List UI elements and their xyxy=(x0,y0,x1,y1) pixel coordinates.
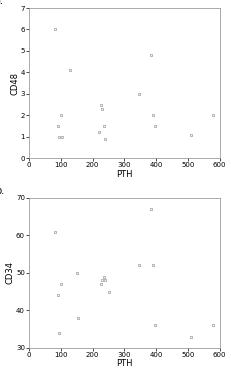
X-axis label: PTH: PTH xyxy=(116,359,132,368)
Point xyxy=(56,292,59,298)
Point xyxy=(98,281,102,287)
X-axis label: PTH: PTH xyxy=(116,170,132,179)
Point xyxy=(68,67,72,73)
Point xyxy=(136,263,140,269)
Point xyxy=(52,27,56,33)
Point xyxy=(52,229,56,234)
Point xyxy=(59,281,62,287)
Point xyxy=(152,322,156,328)
Point xyxy=(57,330,61,336)
Point xyxy=(59,112,62,118)
Point xyxy=(150,263,154,269)
Point xyxy=(75,270,78,276)
Point xyxy=(149,52,153,58)
Point xyxy=(149,206,153,212)
Point xyxy=(57,134,61,140)
Point xyxy=(152,123,156,129)
Point xyxy=(106,289,110,295)
Point xyxy=(56,123,59,129)
Point xyxy=(101,274,105,280)
Point xyxy=(97,129,100,135)
Point xyxy=(188,334,192,340)
Text: b.: b. xyxy=(0,186,4,196)
Point xyxy=(103,278,107,283)
Point xyxy=(211,112,214,118)
Point xyxy=(211,322,214,328)
Y-axis label: CD34: CD34 xyxy=(6,261,15,284)
Point xyxy=(76,315,80,321)
Point xyxy=(101,123,105,129)
Point xyxy=(100,106,103,112)
Y-axis label: CD48: CD48 xyxy=(10,71,19,95)
Point xyxy=(98,101,102,107)
Point xyxy=(100,278,103,283)
Point xyxy=(103,136,107,142)
Point xyxy=(136,91,140,97)
Point xyxy=(150,112,154,118)
Point xyxy=(188,132,192,138)
Text: a.: a. xyxy=(0,0,4,6)
Point xyxy=(60,134,64,140)
